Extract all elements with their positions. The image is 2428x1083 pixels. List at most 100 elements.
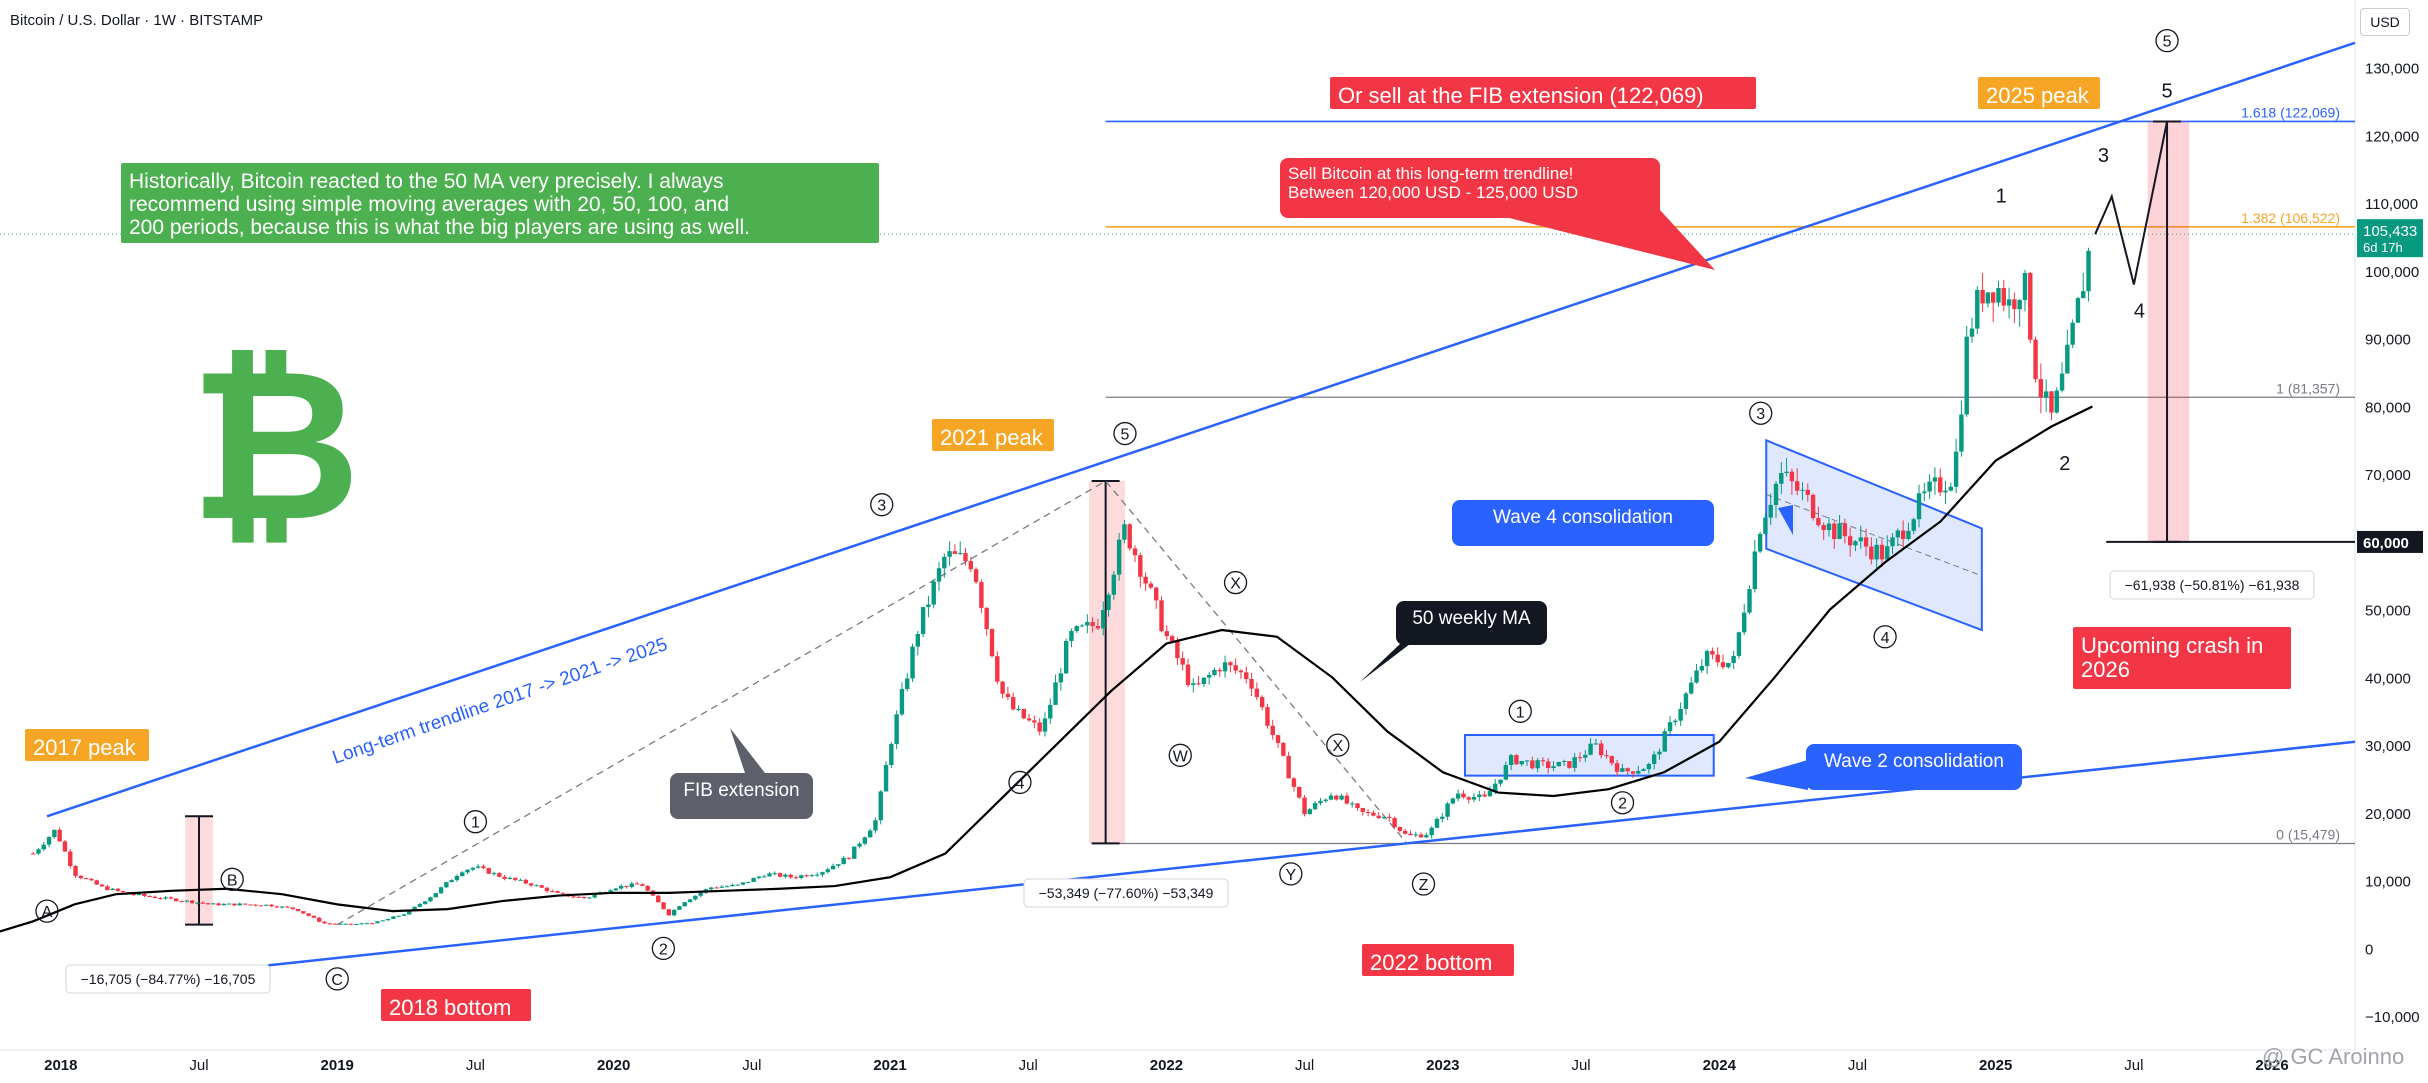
candle-body bbox=[942, 556, 947, 569]
candle-body bbox=[841, 857, 846, 865]
candle-body bbox=[666, 909, 672, 916]
candle-body bbox=[73, 865, 78, 876]
candle-body bbox=[1440, 816, 1445, 819]
candle-body bbox=[1953, 451, 1959, 487]
ma-label-box bbox=[1396, 601, 1547, 645]
candle-body bbox=[772, 873, 777, 875]
candle-body bbox=[1927, 481, 1932, 492]
candle-body bbox=[1932, 477, 1938, 482]
candle-body bbox=[46, 837, 52, 845]
candle-body bbox=[2075, 298, 2081, 323]
candle-body bbox=[147, 895, 152, 897]
candle-body bbox=[920, 607, 926, 634]
wave-label-circled: X bbox=[1230, 576, 1241, 593]
measure-2018-label-box bbox=[65, 964, 271, 994]
candle-body bbox=[677, 906, 682, 910]
candle-body bbox=[528, 883, 534, 886]
candle-body bbox=[2038, 379, 2044, 398]
ma-label-pointer bbox=[1360, 644, 1410, 682]
candle-body bbox=[1604, 755, 1609, 757]
candle-body bbox=[1228, 662, 1233, 666]
candle-body bbox=[513, 877, 518, 880]
candle-body bbox=[587, 897, 592, 899]
candle-body bbox=[1212, 669, 1217, 675]
candle-body bbox=[89, 878, 94, 881]
candle-body bbox=[1222, 662, 1228, 672]
candle-body bbox=[1217, 669, 1222, 672]
time-axis-label: 2024 bbox=[1703, 1057, 1737, 1074]
candle-body bbox=[301, 911, 306, 914]
candle-body bbox=[1424, 835, 1429, 838]
candle-body bbox=[449, 880, 454, 883]
candle-body bbox=[830, 865, 836, 870]
candle-body bbox=[486, 868, 491, 874]
candle-body bbox=[550, 891, 555, 893]
wave-label-circled-ring bbox=[1873, 625, 1897, 649]
candle-body bbox=[1651, 754, 1657, 765]
wave-label: 5 bbox=[2161, 80, 2172, 102]
candle-body bbox=[412, 906, 417, 911]
candle-body bbox=[1514, 755, 1519, 765]
wave-label-circled-ring bbox=[35, 899, 59, 923]
fib-extension-label-box bbox=[670, 773, 813, 819]
candle-body bbox=[348, 923, 354, 925]
candle-body bbox=[258, 905, 264, 907]
candle-body bbox=[2028, 273, 2033, 340]
candle-body bbox=[1800, 489, 1805, 491]
candle-body bbox=[1704, 650, 1710, 666]
candle-body bbox=[1673, 720, 1678, 723]
candle-body bbox=[783, 874, 788, 877]
price-tag-countdown: 6d 17h bbox=[2363, 240, 2403, 255]
wave-label-circled: 5 bbox=[1121, 427, 1130, 444]
candle-body bbox=[1641, 769, 1646, 771]
candle-body bbox=[1493, 783, 1498, 791]
candle-body bbox=[889, 743, 894, 766]
candle-body bbox=[62, 841, 68, 852]
candle-body bbox=[1821, 525, 1826, 531]
price-axis-label: 100,000 bbox=[2365, 264, 2419, 281]
candle-body bbox=[1789, 471, 1795, 482]
sell-bubble-text: Sell Bitcoin at this long-term trendline… bbox=[1288, 164, 1573, 183]
candle-body bbox=[184, 900, 189, 902]
candle-body bbox=[724, 886, 730, 888]
wave-label-circled: 1 bbox=[1516, 704, 1525, 721]
time-axis-label: 2026 bbox=[2255, 1057, 2288, 1074]
wave-label-circled: X bbox=[1332, 738, 1343, 755]
peak-2021-label-text: 2021 peak bbox=[940, 425, 1044, 450]
candle-body bbox=[1546, 761, 1551, 768]
candle-body bbox=[618, 885, 624, 889]
measure-2022-label-box bbox=[1023, 878, 1229, 908]
candle-body bbox=[1085, 622, 1090, 626]
candle-body bbox=[1625, 768, 1630, 772]
candle-body bbox=[115, 888, 121, 891]
wave-label-circled: C bbox=[331, 972, 343, 989]
candle-body bbox=[1890, 537, 1895, 547]
candle-body bbox=[1010, 697, 1016, 710]
green-note-box bbox=[121, 163, 879, 243]
candle-body bbox=[1826, 523, 1832, 531]
candle-body bbox=[285, 906, 290, 908]
currency-button[interactable]: USD bbox=[2360, 8, 2410, 36]
candle-body bbox=[793, 877, 799, 879]
candle-body bbox=[1095, 626, 1101, 629]
candle-body bbox=[1922, 491, 1927, 494]
candle-body bbox=[264, 904, 269, 906]
bottom-2022-label-box bbox=[1362, 944, 1514, 976]
candle-body bbox=[1042, 718, 1048, 732]
candle-body bbox=[1959, 414, 1964, 452]
candle-body bbox=[640, 884, 645, 886]
price-tag-box bbox=[2357, 219, 2423, 258]
candle-body bbox=[322, 921, 327, 924]
candle-body bbox=[1895, 530, 1901, 538]
wave-label: 4 bbox=[2134, 301, 2145, 323]
candle-body bbox=[1784, 471, 1789, 473]
candle-body bbox=[168, 897, 174, 899]
crash-label-text: 2026 bbox=[2081, 657, 2130, 682]
candle-body bbox=[581, 896, 587, 899]
candle-body bbox=[1948, 486, 1954, 491]
candle-body bbox=[836, 864, 841, 866]
candle-body bbox=[751, 878, 756, 882]
candle-body bbox=[1964, 336, 1969, 415]
time-axis-label: 2020 bbox=[597, 1057, 630, 1074]
